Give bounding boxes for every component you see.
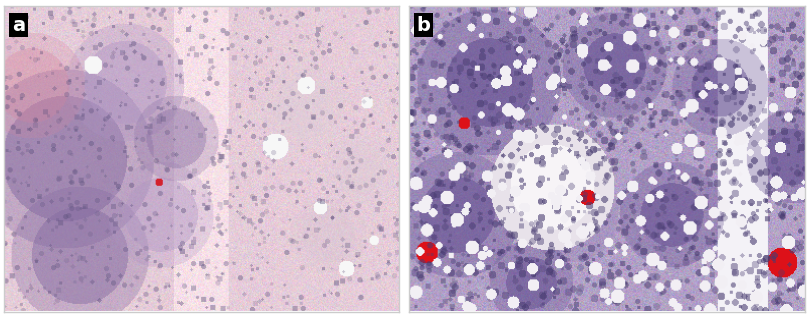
- Text: b: b: [417, 16, 430, 35]
- Text: a: a: [12, 16, 25, 35]
